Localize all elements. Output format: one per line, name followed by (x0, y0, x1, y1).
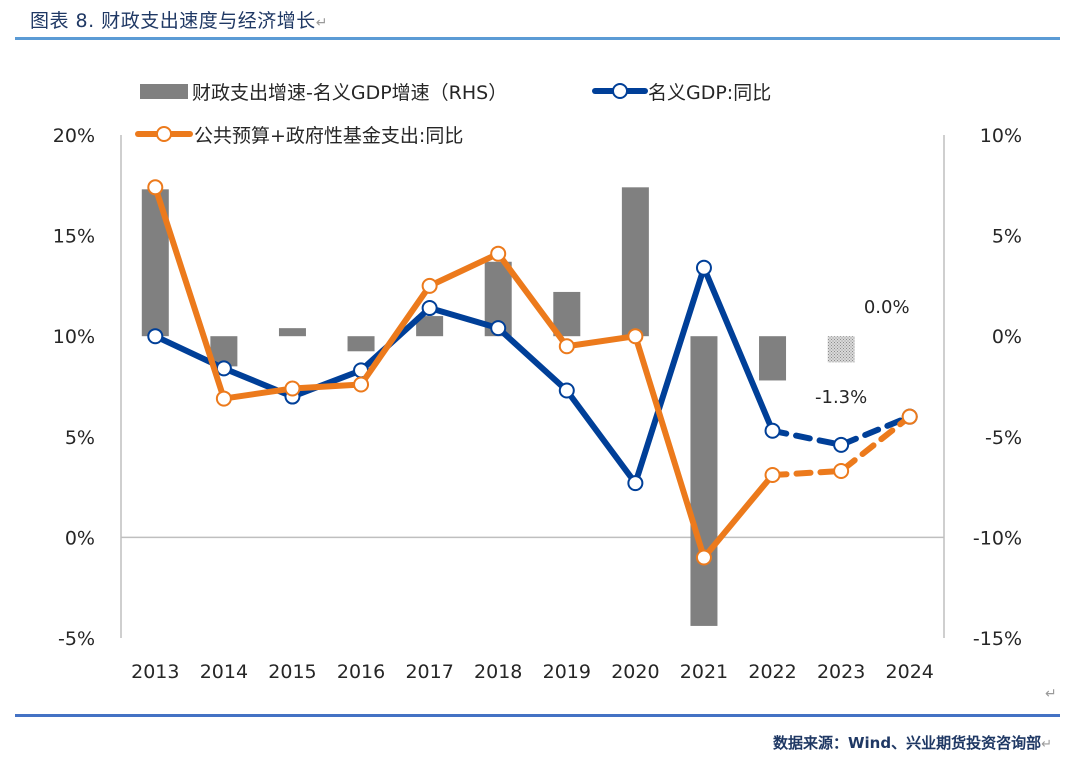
bar-2022 (759, 336, 787, 381)
return-mark: ↵ (1045, 686, 1057, 702)
data-label-2024: 0.0% (864, 297, 910, 318)
left-tick-label: -5% (58, 628, 95, 650)
gdp-point-2019 (558, 382, 575, 399)
spend-point-2016 (353, 376, 370, 393)
spend-point-2022 (764, 467, 781, 484)
left-tick-label: 0% (65, 527, 95, 549)
x-tick-label: 2020 (611, 661, 659, 683)
chart-title-text: 图表 8. 财政支出速度与经济增长 (30, 10, 316, 32)
x-tick-label: 2016 (337, 661, 385, 683)
right-tick-label: 5% (992, 226, 1022, 248)
spend-point-2014 (215, 390, 232, 407)
bar-2021 (690, 336, 718, 626)
bar-2016 (347, 336, 375, 352)
spend-point-2021 (695, 549, 712, 566)
right-tick-label: -10% (973, 527, 1022, 549)
legend-spend-marker (156, 126, 172, 142)
legend-gdp-marker (612, 83, 628, 99)
bar-series (141, 187, 855, 626)
bar-2019 (553, 291, 581, 337)
legend-label-spend: 公共预算+政府性基金支出:同比 (194, 125, 463, 147)
gdp-point-2013 (147, 328, 164, 345)
axes (120, 135, 945, 638)
spend-point-2015 (284, 380, 301, 397)
spend-point-2024 (901, 408, 918, 425)
bar-2015 (278, 328, 306, 337)
spend-line-solid (152, 186, 775, 561)
x-tick-label: 2019 (543, 661, 591, 683)
x-tick-label: 2023 (817, 661, 865, 683)
x-tick-label: 2021 (680, 661, 728, 683)
x-tick-label: 2017 (405, 661, 453, 683)
bar-2017 (416, 316, 444, 337)
title-rule (15, 37, 1060, 40)
gdp-point-2021 (695, 259, 712, 276)
gdp-point-2022 (764, 422, 781, 439)
x-tick-label: 2018 (474, 661, 522, 683)
gdp-point-2020 (627, 475, 644, 492)
left-tick-label: 15% (53, 226, 95, 248)
source-note: 数据来源：Wind、兴业期货投资咨询部↵ (773, 732, 1052, 753)
bar-2023 (827, 336, 855, 363)
source-text: 数据来源：Wind、兴业期货投资咨询部 (772, 734, 1042, 752)
return-mark: ↵ (315, 15, 328, 31)
return-mark: ↵ (1041, 737, 1052, 752)
spend-point-2018 (490, 245, 507, 262)
x-tick-label: 2022 (748, 661, 796, 683)
gdp-point-2018 (490, 320, 507, 337)
legend-bar-swatch (140, 84, 188, 99)
chart-title: 图表 8. 财政支出速度与经济增长↵ (30, 6, 328, 33)
x-tick-label: 2014 (200, 661, 248, 683)
legend-label-bar: 财政支出增速-名义GDP增速（RHS） (192, 82, 507, 104)
legend-label-gdp: 名义GDP:同比 (648, 82, 771, 104)
annotations: 0.0% -1.3% (815, 297, 910, 408)
right-tick-label: 0% (992, 326, 1022, 348)
bar-2020 (621, 187, 649, 337)
x-tick-label: 2015 (268, 661, 316, 683)
gdp-point-2014 (215, 360, 232, 377)
right-tick-label: -15% (973, 628, 1022, 650)
left-tick-label: 20% (53, 125, 95, 147)
spend-line-forecast (769, 413, 913, 479)
left-tick-label: 10% (53, 326, 95, 348)
gdp-point-2017 (421, 300, 438, 317)
x-tick-label: 2013 (131, 661, 179, 683)
spend-point-2013 (147, 179, 164, 196)
spend-point-2023 (833, 463, 850, 480)
tick-labels: -5% 0% 5% 10% 15% 20% -15% -10% -5% 0% 5% 10% 2013 20… (53, 125, 1022, 683)
right-tick-label: -5% (985, 427, 1022, 449)
spend-point-2020 (627, 328, 644, 345)
left-tick-label: 5% (65, 427, 95, 449)
x-tick-label: 2024 (886, 661, 934, 683)
legend: 财政支出增速-名义GDP增速（RHS） 名义GDP:同比公共预算+政府性基金支出:… (135, 82, 771, 147)
line-series (147, 179, 918, 566)
spend-point-2019 (558, 338, 575, 355)
gdp-line-solid (154, 264, 776, 487)
gdp-point-2023 (833, 436, 850, 453)
right-tick-label: 10% (980, 125, 1022, 147)
spend-point-2017 (421, 277, 438, 294)
data-label-2023: -1.3% (815, 387, 867, 408)
source-rule (15, 714, 1060, 717)
